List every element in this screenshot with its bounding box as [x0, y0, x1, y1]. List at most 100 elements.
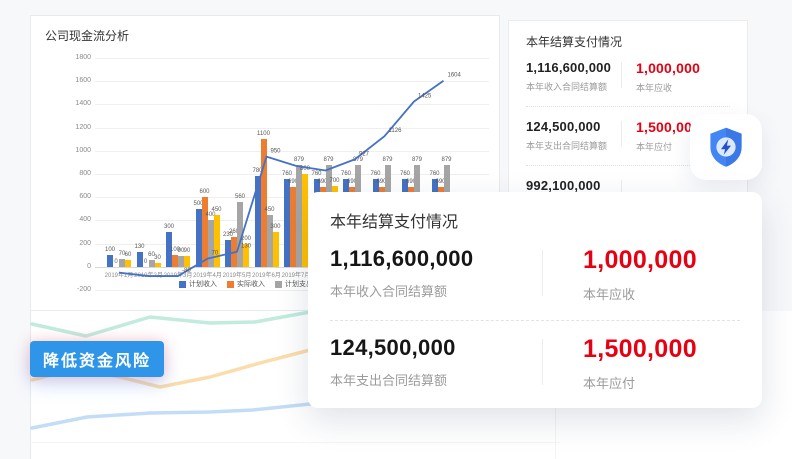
bar-value-label: 879	[293, 156, 305, 163]
y-axis-tick: 1200	[75, 123, 91, 131]
bar-value-label: 760	[311, 170, 322, 177]
gridline	[95, 150, 489, 152]
divider-line	[30, 442, 560, 443]
bar-value-label: 1100	[257, 131, 270, 138]
y-axis-tick: 0	[87, 262, 91, 270]
y-axis-tick: 200	[79, 239, 91, 247]
y-axis-tick: 1600	[75, 77, 91, 85]
bar-value-label: 130	[134, 243, 145, 250]
settlement-popup-title: 本年结算支付情况	[330, 214, 459, 231]
bar-实际支出	[125, 259, 131, 267]
income-settle-label: 本年收入合同结算额	[526, 82, 608, 92]
y-axis-tick: 600	[79, 193, 91, 201]
popup-expense-settle-label: 本年支出合同结算额	[330, 373, 448, 388]
bar-实际支出	[213, 214, 220, 267]
expense-settle-value: 124,500,000	[526, 119, 601, 134]
dotted-divider	[526, 165, 730, 166]
payable-value: 1,500,000	[636, 119, 701, 135]
settlement-popup: 本年结算支付情况 1,116,600,000 本年收入合同结算额 1,000,0…	[308, 192, 762, 408]
y-axis-tick: 1800	[75, 54, 91, 61]
bar-value-label: 450	[211, 206, 222, 213]
bar-value-label: 879	[411, 156, 423, 163]
column-divider	[542, 250, 543, 296]
bar-实际支出	[184, 256, 190, 267]
settlement-panel-title: 本年结算支付情况	[526, 35, 623, 49]
bar-value-label: 450	[264, 206, 275, 213]
bar-value-label: 30	[154, 255, 161, 262]
y-axis-tick: 1000	[75, 146, 91, 154]
popup-receivable-value: 1,000,000	[583, 246, 697, 274]
y-axis-tick: 800	[79, 170, 91, 177]
popup-receivable-label: 本年应收	[583, 287, 636, 302]
popup-income-settle-value: 1,116,600,000	[330, 246, 474, 271]
legend-item-计划收入: 计划收入	[179, 279, 217, 289]
column-divider	[621, 121, 622, 147]
panel-row-expense: 124,500,000 本年支出合同结算额 1,500,000 本年应付	[526, 119, 747, 153]
column-divider	[621, 62, 622, 88]
bar-value-label: 879	[441, 156, 452, 163]
receivable-label: 本年应收	[636, 83, 673, 93]
gridline	[95, 104, 489, 106]
bar-value-label: 200	[240, 235, 252, 242]
bar-value-label: 300	[163, 224, 175, 230]
bar-value-label: 760	[340, 170, 352, 177]
income-settle-value: 1,116,600,000	[526, 60, 612, 75]
legend-swatch	[227, 280, 234, 288]
y-axis-tick: -200	[76, 286, 91, 293]
bar-value-label: 60	[124, 251, 132, 258]
column-divider	[542, 339, 543, 385]
popup-expense-settle-value: 124,500,000	[330, 335, 456, 360]
bar-value-label: 300	[270, 224, 281, 230]
y-axis-tick: 1400	[75, 100, 91, 108]
shield-lightning-icon	[710, 127, 742, 167]
bar-value-label: 0	[114, 258, 118, 265]
payable-label: 本年应付	[636, 142, 673, 152]
divider-line-vertical	[555, 408, 556, 459]
balance-value: 992,100,000	[526, 178, 601, 193]
bar-计划收入	[107, 255, 113, 267]
bar-value-label: 760	[370, 170, 381, 177]
security-badge	[690, 114, 762, 180]
popup-row-expense: 124,500,000 本年支出合同结算额 1,500,000 本年应付	[330, 335, 740, 392]
bar-value-label: 700	[329, 177, 340, 184]
bar-value-label: 800	[299, 166, 311, 172]
bar-实际支出	[272, 232, 279, 267]
risk-reduction-tag[interactable]: 降低资金风险	[30, 341, 165, 377]
bar-value-label: 879	[323, 156, 334, 163]
bar-value-label: 760	[281, 170, 293, 177]
popup-income-settle-label: 本年收入合同结算额	[330, 284, 448, 299]
gridline	[95, 127, 489, 129]
bar-计划收入	[136, 251, 143, 267]
dashed-divider	[330, 320, 740, 321]
bar-value-label: 100	[104, 247, 116, 254]
panel-row-income: 1,116,600,000 本年收入合同结算额 1,000,000 本年应收	[526, 60, 747, 94]
popup-payable-label: 本年应付	[583, 376, 636, 391]
line-value-label: 1604	[448, 73, 462, 79]
gridline	[95, 290, 489, 291]
expense-settle-label: 本年支出合同结算额	[526, 141, 608, 151]
bar-value-label: 879	[382, 156, 393, 163]
bar-value-label: 879	[352, 156, 364, 163]
popup-row-income: 1,116,600,000 本年收入合同结算额 1,000,000 本年应收	[330, 246, 740, 303]
dotted-divider	[526, 106, 730, 107]
gridline	[95, 58, 489, 59]
bar-实际支出	[243, 243, 249, 267]
bar-value-label: 760	[399, 170, 411, 177]
bar-value-label: 560	[234, 193, 246, 200]
bar-value-label: 90	[183, 248, 191, 255]
y-axis-tick: 400	[79, 216, 91, 224]
gridline	[95, 81, 489, 83]
bar-value-label: 600	[199, 189, 210, 196]
receivable-value: 1,000,000	[636, 60, 701, 76]
cashflow-chart-title: 公司现金流分析	[45, 29, 130, 43]
legend-swatch	[179, 280, 186, 288]
legend-item-计划支出: 计划支出	[275, 279, 313, 289]
popup-payable-value: 1,500,000	[583, 335, 697, 363]
legend-item-实际收入: 实际收入	[227, 279, 265, 289]
line-value-label: 1425	[418, 94, 432, 100]
legend-swatch	[275, 280, 282, 288]
bar-value-label: 0	[143, 258, 148, 265]
line-value-label: 1126	[389, 128, 403, 134]
bar-value-label: 760	[429, 170, 440, 177]
